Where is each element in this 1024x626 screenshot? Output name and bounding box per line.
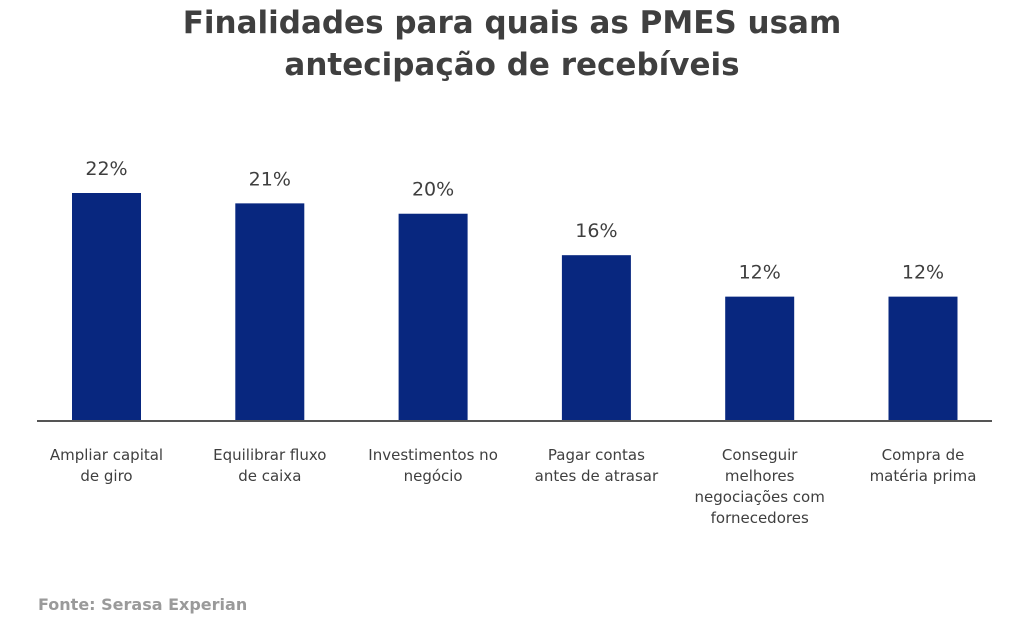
category-label: Equilibrar fluxo — [213, 446, 326, 464]
category-label: negócio — [404, 467, 463, 485]
bar — [725, 296, 795, 421]
category-label: negociações com — [695, 488, 825, 506]
data-label: 21% — [249, 168, 291, 190]
data-label: 22% — [85, 158, 127, 180]
category-label: melhores — [725, 467, 795, 485]
category-label: Ampliar capital — [50, 446, 163, 464]
category-label: antes de atrasar — [535, 467, 659, 485]
category-label: Compra de — [882, 446, 965, 464]
bar — [235, 203, 305, 421]
bar — [72, 193, 141, 421]
bar — [888, 296, 958, 421]
category-label: Conseguir — [722, 446, 798, 464]
chart-title: Finalidades para quais as PMES usam ante… — [0, 2, 1024, 86]
data-label: 20% — [412, 179, 454, 201]
category-label: de giro — [80, 467, 132, 485]
data-label: 16% — [575, 220, 617, 242]
category-label: Pagar contas — [548, 446, 645, 464]
data-label: 12% — [902, 262, 944, 284]
data-label: 12% — [739, 262, 781, 284]
chart-title-line-2: antecipação de recebíveis — [284, 47, 740, 83]
category-label: de caixa — [238, 467, 301, 485]
bar — [561, 255, 631, 421]
source-note: Fonte: Serasa Experian — [38, 595, 248, 614]
category-label: fornecedores — [711, 509, 809, 527]
bar — [398, 213, 468, 421]
chart-title-line-1: Finalidades para quais as PMES usam — [182, 5, 842, 41]
category-label: Investimentos no — [368, 446, 498, 464]
category-label: matéria prima — [870, 467, 977, 485]
